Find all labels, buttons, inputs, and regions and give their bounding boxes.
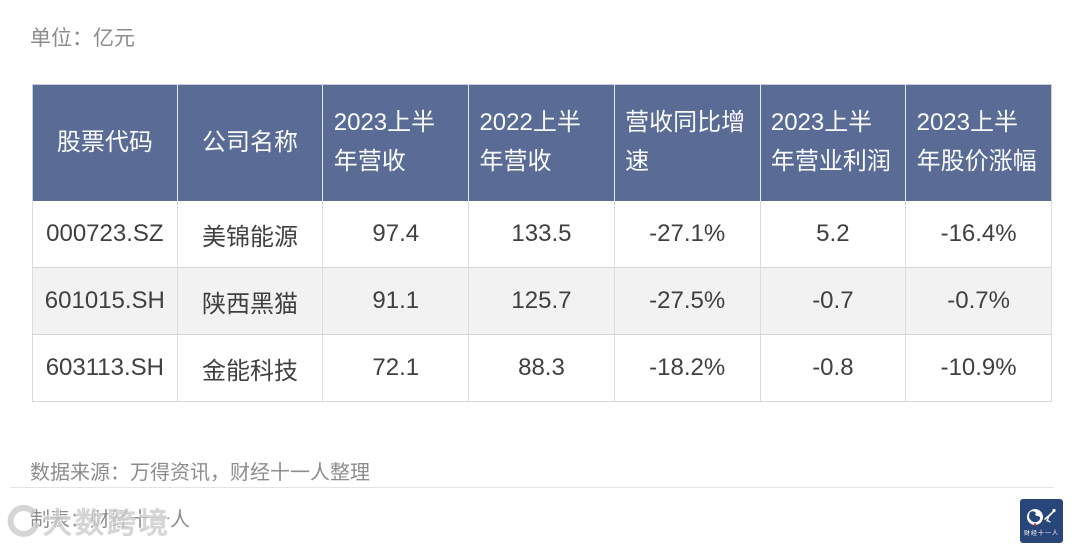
table-row: 000723.SZ 美锦能源 97.4 133.5 -27.1% 5.2 -16… [32,201,1052,268]
table-row: 601015.SH 陕西黑猫 91.1 125.7 -27.5% -0.7 -0… [32,268,1052,335]
cell-stock-code: 601015.SH [32,268,178,335]
cell-2023h1-revenue: 72.1 [323,335,470,402]
cell-stock-code: 000723.SZ [32,201,178,268]
col-header-label: 2023上半年营业利润 [770,109,891,175]
cell-company-name: 陕西黑猫 [177,268,324,335]
cell-yoy-growth: -18.2% [614,335,761,402]
cell-operating-profit: -0.8 [760,335,907,402]
col-header-stock-code: 股票代码 [32,84,178,201]
col-header-company-name: 公司名称 [177,84,324,201]
col-header-label: 股票代码 [56,128,153,156]
cell-stock-change: -10.9% [906,335,1052,402]
financial-data-table: 股票代码 公司名称 2023上半年营收 2022上半年营收 营收同比增速 202… [32,84,1052,402]
logo-label: 财经十一人 [1023,530,1059,537]
data-source-line: 数据来源：万得资讯，财经十一人整理 [30,462,370,484]
cell-2022h1-revenue: 133.5 [469,201,615,268]
unit-label: 单位：亿元 [30,27,135,50]
cell-company-name: 金能科技 [177,335,324,402]
cell-operating-profit: 5.2 [760,201,907,268]
cell-2023h1-revenue: 97.4 [323,201,470,268]
cell-yoy-growth: -27.5% [614,268,761,335]
col-header-label: 2022上半年营收 [479,109,581,175]
table-credit-line: 制表：财经十一人 [30,509,190,531]
col-header-2023h1-stock-change: 2023上半年股价涨幅 [906,84,1052,201]
table-header-row: 股票代码 公司名称 2023上半年营收 2022上半年营收 营收同比增速 202… [32,84,1052,201]
cell-2022h1-revenue: 88.3 [469,335,615,402]
cell-yoy-growth: -27.1% [614,201,761,268]
table-row: 603113.SH 金能科技 72.1 88.3 -18.2% -0.8 -10… [32,335,1052,402]
globe-runner-icon [1025,506,1059,530]
cell-operating-profit: -0.7 [760,268,907,335]
cell-company-name: 美锦能源 [177,201,324,268]
cell-2023h1-revenue: 91.1 [323,268,470,335]
cell-stock-change: -16.4% [906,201,1052,268]
cell-2022h1-revenue: 125.7 [469,268,615,335]
cell-stock-change: -0.7% [906,268,1052,335]
col-header-2023h1-operating-profit: 2023上半年营业利润 [760,84,907,201]
caijing-eleven-logo: 财经十一人 [1020,499,1063,543]
col-header-label: 公司名称 [202,128,299,156]
col-header-label: 2023上半年股价涨幅 [916,109,1037,175]
col-header-label: 营收同比增速 [625,109,746,175]
footer-divider [10,487,1054,488]
col-header-label: 2023上半年营收 [333,109,436,175]
col-header-2022h1-revenue: 2022上半年营收 [469,84,615,201]
col-header-2023h1-revenue: 2023上半年营收 [323,84,470,201]
cell-stock-code: 603113.SH [32,335,178,402]
col-header-yoy-growth: 营收同比增速 [614,84,761,201]
